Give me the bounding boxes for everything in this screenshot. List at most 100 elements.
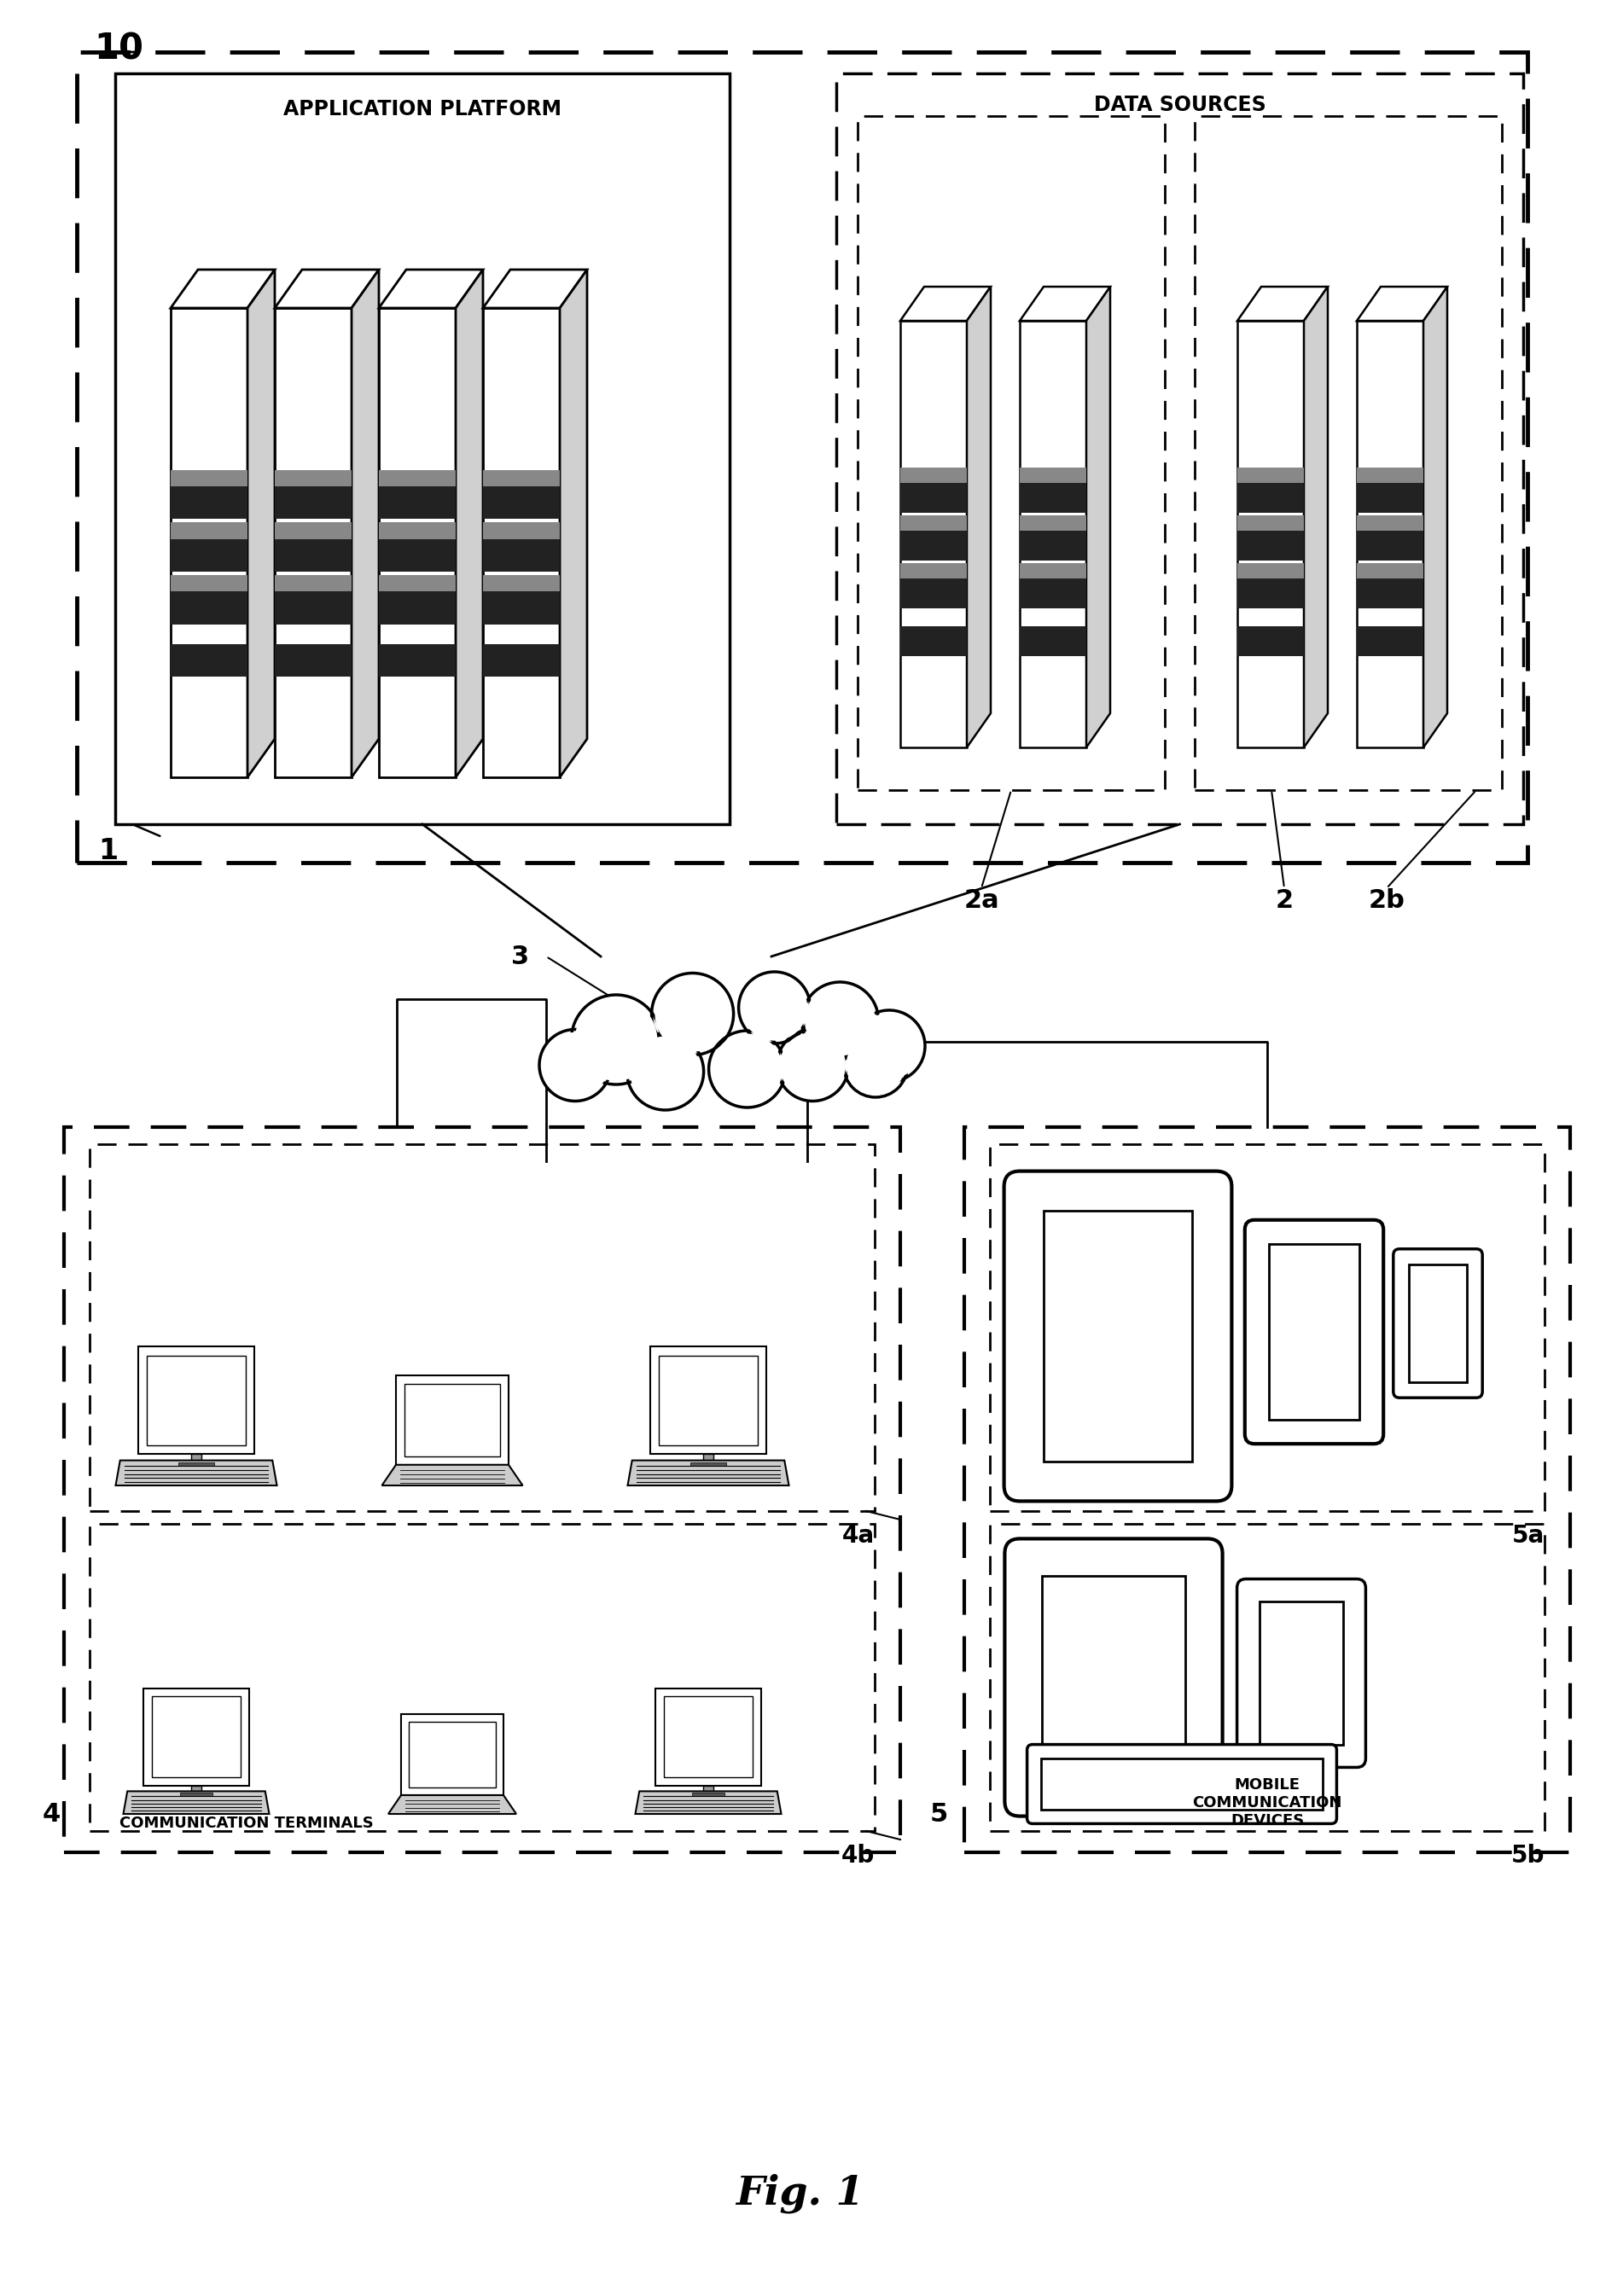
Bar — [1357, 482, 1424, 512]
Circle shape — [739, 971, 810, 1042]
Bar — [405, 1384, 501, 1456]
Polygon shape — [275, 269, 379, 308]
Bar — [650, 1345, 766, 1453]
Text: DATA SOURCES: DATA SOURCES — [1094, 94, 1266, 115]
Bar — [1019, 321, 1086, 748]
Bar — [693, 1793, 725, 1795]
Polygon shape — [627, 1460, 789, 1486]
Bar — [659, 1355, 757, 1444]
Bar — [379, 592, 456, 625]
Bar — [901, 482, 966, 512]
Bar — [275, 308, 352, 778]
Polygon shape — [901, 287, 990, 321]
Text: 4a: 4a — [842, 1525, 875, 1548]
Polygon shape — [966, 287, 990, 748]
Circle shape — [574, 999, 658, 1081]
Bar — [1195, 117, 1502, 790]
Polygon shape — [1086, 287, 1110, 748]
Bar — [901, 321, 966, 748]
Bar — [90, 1143, 875, 1511]
Bar — [1237, 579, 1304, 608]
FancyBboxPatch shape — [1237, 1580, 1366, 1768]
Bar — [858, 117, 1165, 790]
Text: Fig. 1: Fig. 1 — [736, 2174, 864, 2213]
Circle shape — [778, 1029, 848, 1102]
Polygon shape — [352, 269, 379, 778]
Bar — [901, 627, 966, 657]
Bar — [483, 308, 560, 778]
Circle shape — [651, 974, 733, 1054]
FancyBboxPatch shape — [1027, 1745, 1336, 1823]
Bar — [147, 1355, 245, 1444]
Bar — [181, 1793, 213, 1795]
Bar — [395, 1375, 509, 1465]
Bar — [64, 1127, 901, 1853]
Circle shape — [846, 1035, 906, 1095]
Bar — [152, 1697, 242, 1777]
Bar — [1019, 530, 1086, 560]
Bar — [171, 592, 248, 625]
Bar — [664, 1697, 754, 1777]
Bar — [702, 1453, 714, 1467]
Bar — [1357, 321, 1424, 748]
Bar — [115, 73, 730, 824]
Text: 10: 10 — [94, 30, 144, 67]
Bar — [1357, 579, 1424, 608]
Bar — [90, 1525, 875, 1830]
Bar — [483, 574, 560, 592]
Bar — [1019, 563, 1086, 579]
Bar — [275, 574, 352, 592]
Bar — [1019, 517, 1086, 530]
Bar — [483, 592, 560, 625]
Bar — [1042, 1577, 1186, 1779]
Polygon shape — [483, 269, 587, 308]
Bar — [171, 540, 248, 572]
Bar — [1237, 563, 1304, 579]
Bar — [275, 540, 352, 572]
Text: 2a: 2a — [963, 889, 998, 914]
Circle shape — [627, 1033, 704, 1109]
Bar — [275, 592, 352, 625]
Bar — [901, 579, 966, 608]
Text: 5: 5 — [930, 1802, 949, 1828]
Bar — [1237, 482, 1304, 512]
Polygon shape — [123, 1791, 269, 1814]
Bar — [275, 487, 352, 519]
Polygon shape — [379, 269, 483, 308]
Bar — [379, 540, 456, 572]
Text: 1: 1 — [98, 838, 118, 866]
Circle shape — [712, 1033, 782, 1104]
Bar — [690, 1463, 726, 1465]
Bar — [1408, 1265, 1467, 1382]
Circle shape — [630, 1035, 701, 1107]
Bar — [379, 643, 456, 677]
Bar — [1019, 579, 1086, 608]
Polygon shape — [115, 1460, 277, 1486]
Bar — [1237, 321, 1304, 748]
Polygon shape — [1424, 287, 1448, 748]
Bar — [1259, 1600, 1344, 1745]
Bar — [901, 517, 966, 530]
Text: 3: 3 — [510, 944, 530, 969]
Polygon shape — [389, 1795, 517, 1814]
Circle shape — [779, 1033, 846, 1097]
Bar — [171, 308, 248, 778]
Bar — [379, 574, 456, 592]
Circle shape — [571, 994, 661, 1084]
Bar — [1237, 627, 1304, 657]
Polygon shape — [1237, 287, 1328, 321]
Bar — [171, 523, 248, 540]
Polygon shape — [248, 269, 275, 778]
Bar — [901, 563, 966, 579]
Text: 2b: 2b — [1368, 889, 1405, 914]
Bar — [1357, 627, 1424, 657]
Text: 2: 2 — [1275, 889, 1293, 914]
Bar — [1269, 1244, 1360, 1419]
Bar — [656, 1688, 762, 1786]
Bar — [171, 643, 248, 677]
Bar — [965, 1127, 1570, 1853]
Polygon shape — [171, 269, 275, 308]
Polygon shape — [1357, 287, 1448, 321]
Bar — [379, 471, 456, 487]
Bar — [379, 523, 456, 540]
